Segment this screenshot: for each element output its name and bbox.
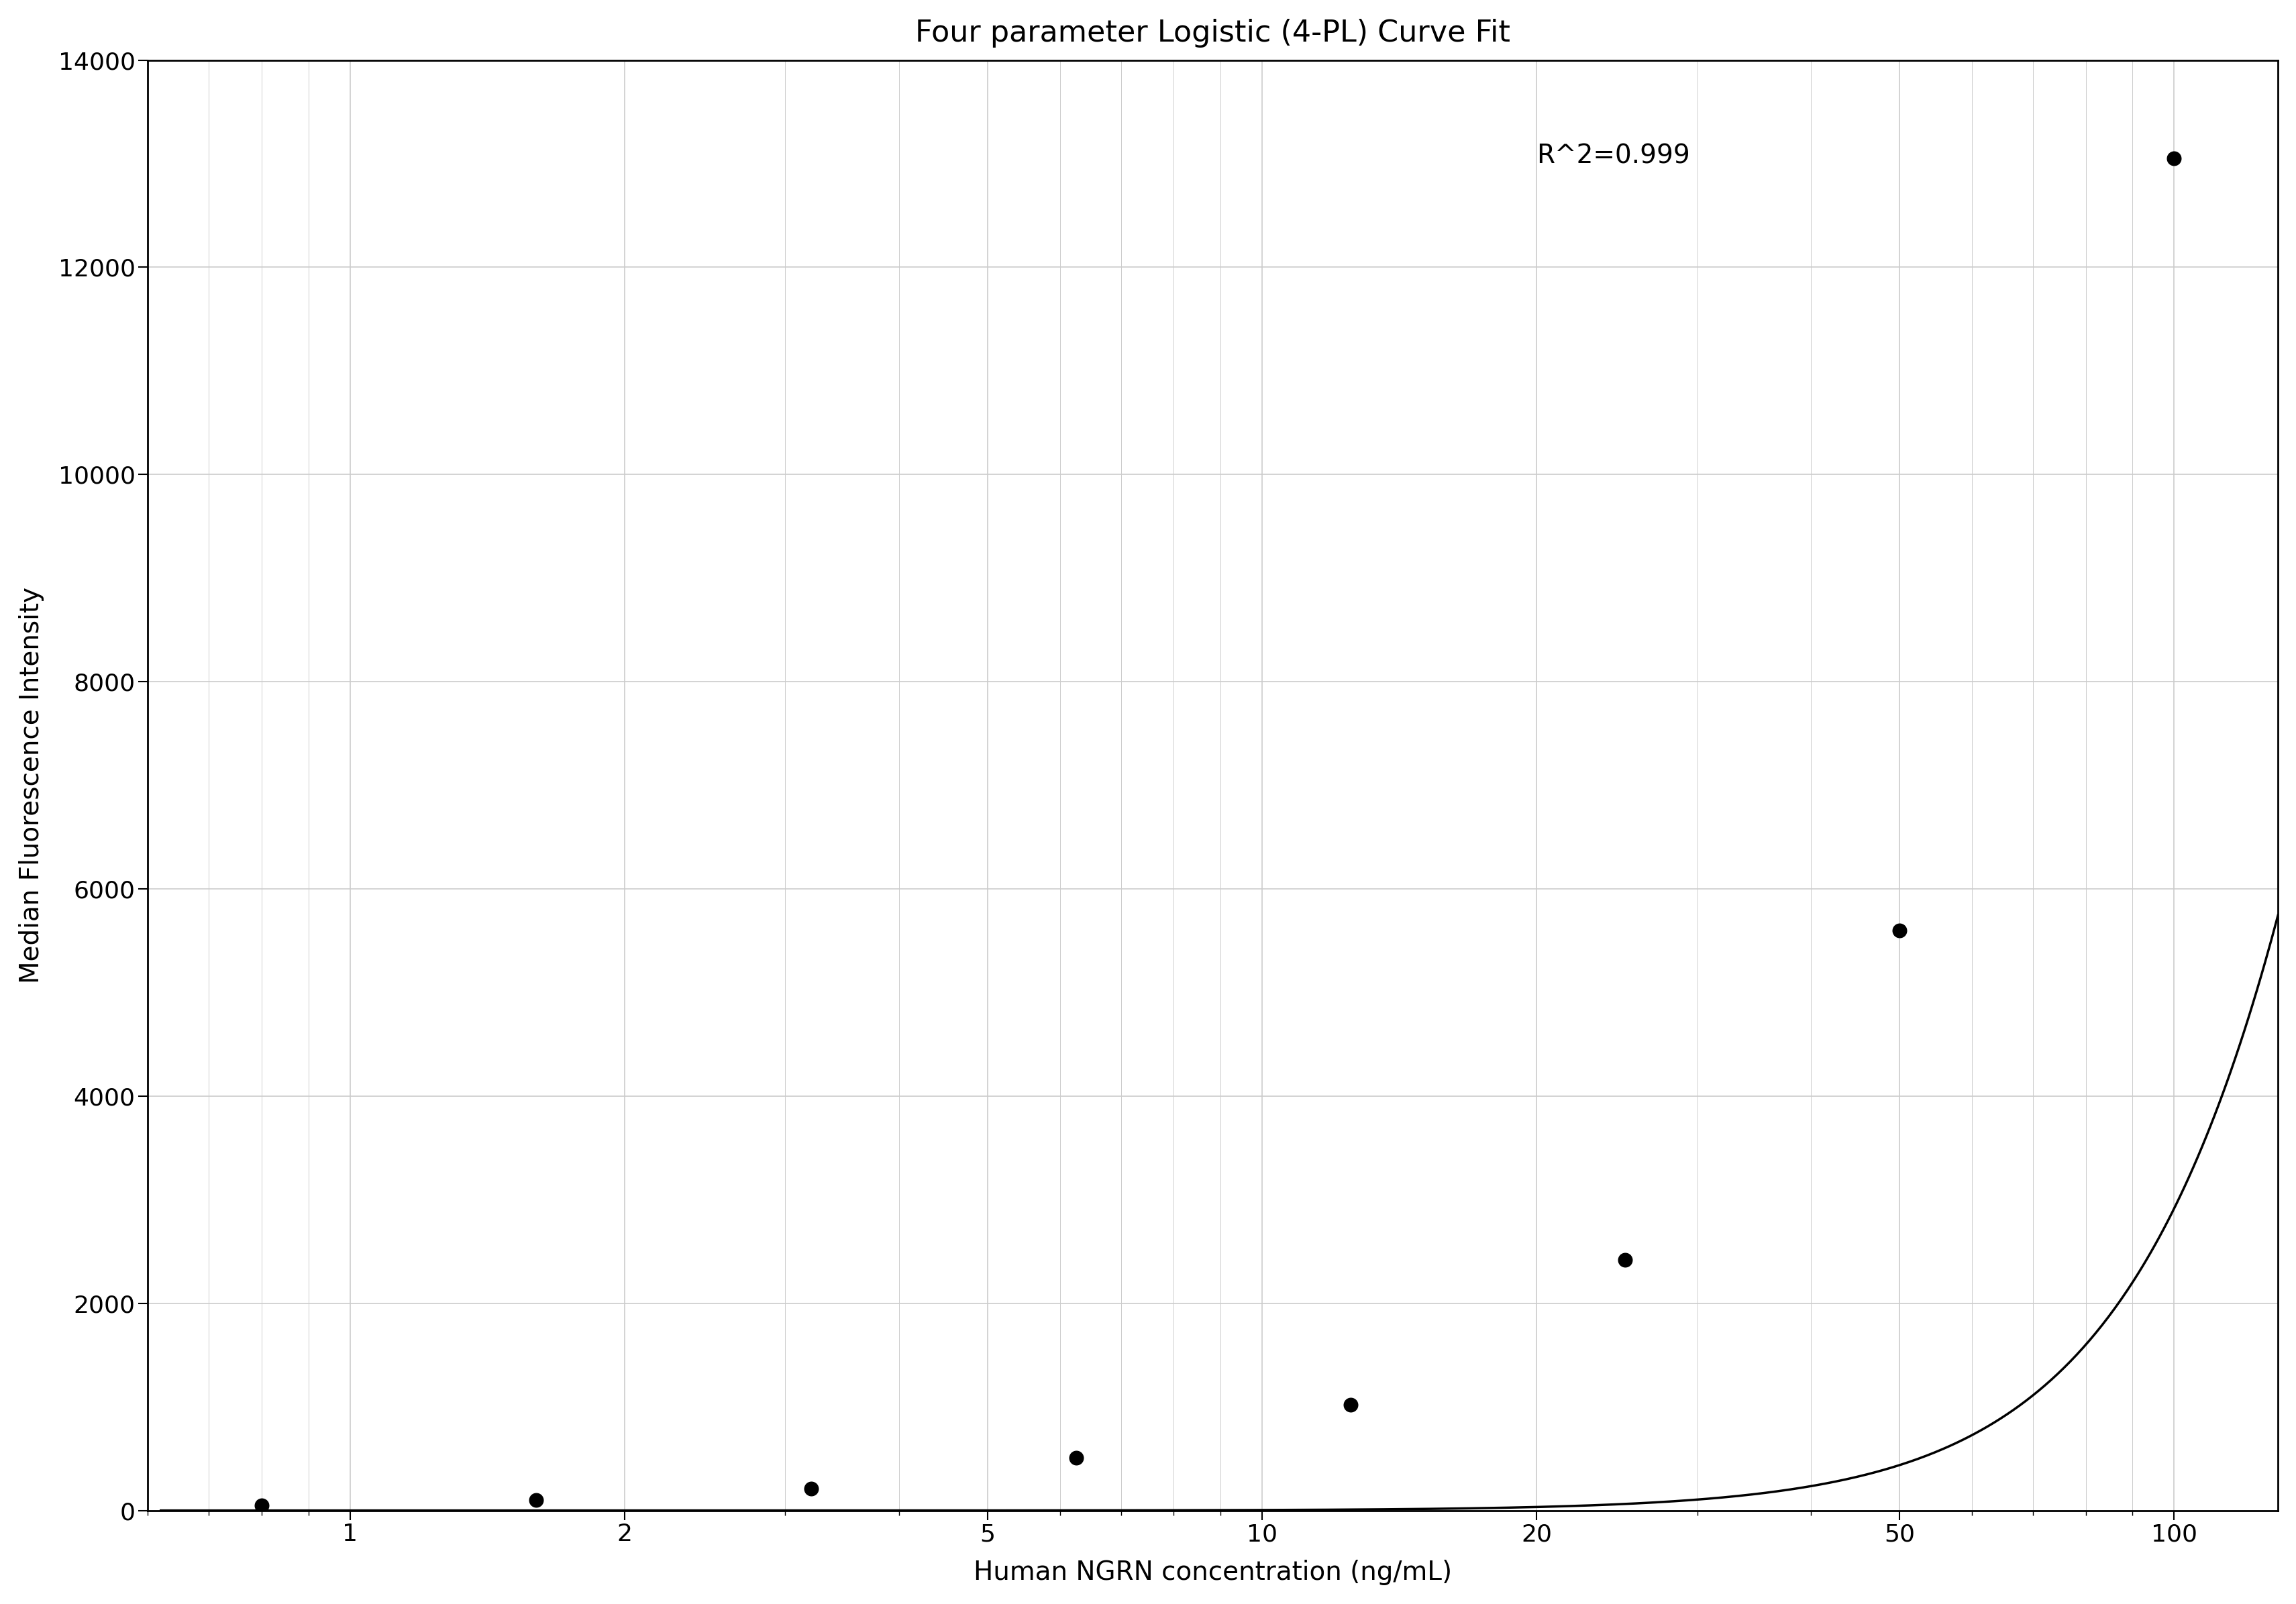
Point (792, 1476, 829, 1501)
Y-axis label: Median Fluorescence Intensity: Median Fluorescence Intensity (18, 587, 44, 983)
Text: R^2=0.999: R^2=0.999 (1536, 143, 1690, 168)
X-axis label: Human NGRN concentration (ng/mL): Human NGRN concentration (ng/mL) (974, 1559, 1451, 1585)
Point (1607, 1246, 1644, 1272)
Point (2156, 146, 2193, 172)
Title: Four parameter Logistic (4-PL) Curve Fit: Four parameter Logistic (4-PL) Curve Fit (916, 19, 1511, 48)
Point (1880, 917, 1917, 943)
Point (1058, 1445, 1095, 1471)
Point (519, 1487, 556, 1513)
Point (1332, 1392, 1368, 1418)
Point (243, 1492, 280, 1517)
